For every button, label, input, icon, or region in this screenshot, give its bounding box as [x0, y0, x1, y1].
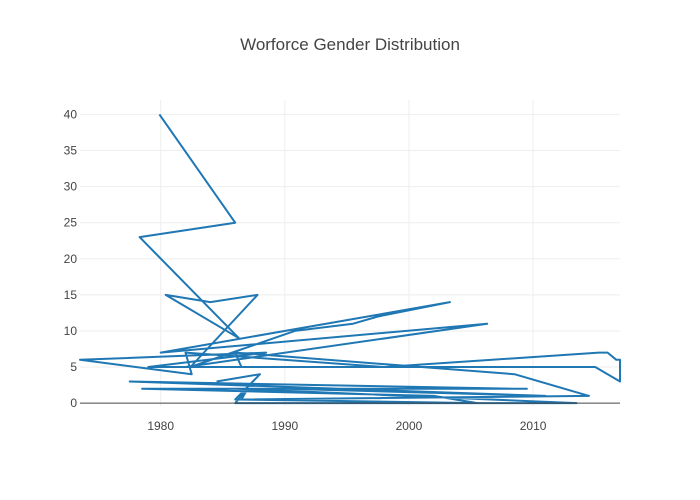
series-layer [79, 113, 621, 405]
x-tick-label: 2010 [520, 419, 547, 433]
y-tick-label: 10 [64, 324, 78, 338]
y-tick-label: 40 [64, 107, 78, 121]
chart-title: Worforce Gender Distribution [240, 35, 460, 54]
axes-layer: 1980 1990 2000 2010 0 5 10 15 20 25 30 35 40 [64, 107, 620, 433]
y-tick-label: 30 [64, 180, 78, 194]
y-tick-label: 5 [70, 360, 77, 374]
y-tick-label: 25 [64, 216, 78, 230]
y-tick-label: 0 [70, 396, 77, 410]
y-tick-label: 35 [64, 144, 78, 158]
x-tick-label: 2000 [396, 419, 423, 433]
x-tick-label: 1980 [147, 419, 174, 433]
y-tick-label: 20 [64, 252, 78, 266]
x-tick-label: 1990 [271, 419, 298, 433]
y-tick-label: 15 [64, 288, 78, 302]
series-line [79, 113, 621, 405]
grid-layer [80, 100, 620, 406]
